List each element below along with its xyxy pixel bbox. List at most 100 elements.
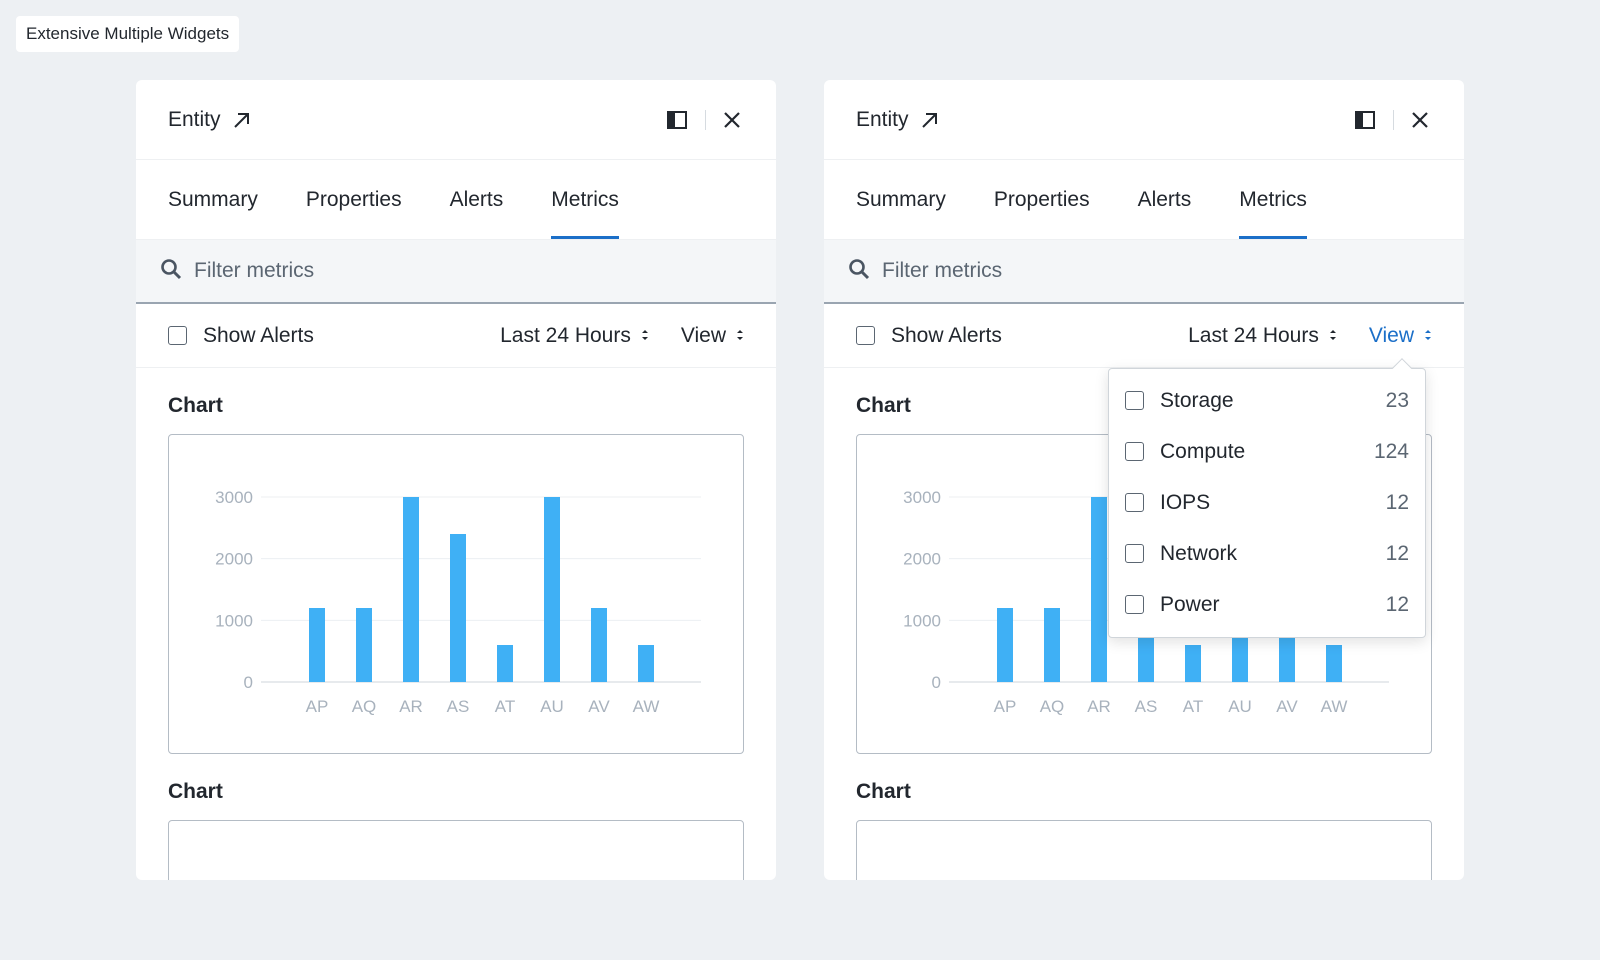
y-tick-label: 0 xyxy=(244,673,253,692)
dropdown-item-label: Compute xyxy=(1160,439,1246,463)
panel-header: Entity xyxy=(136,80,776,160)
dropdown-item-checkbox[interactable] xyxy=(1125,391,1144,410)
dropdown-item-checkbox[interactable] xyxy=(1125,595,1144,614)
arrow-up-right-icon[interactable] xyxy=(919,109,941,131)
entity-panel-left: Entity Summary Properties Alerts Metrics… xyxy=(136,80,776,880)
tab-alerts[interactable]: Alerts xyxy=(1137,187,1192,211)
bar-chart: 0 1000 2000 3000 AP AQ AR AS AT AU AV AW xyxy=(215,488,701,716)
x-tick-label: AT xyxy=(1183,697,1203,716)
chart-bar-ar[interactable] xyxy=(1091,497,1107,682)
chart-bar-ap[interactable] xyxy=(997,608,1013,682)
dropdown-item-count: 12 xyxy=(1385,541,1409,565)
chart-bar-aq[interactable] xyxy=(356,608,372,682)
show-alerts-checkbox[interactable] xyxy=(168,326,187,345)
sort-caret-icon xyxy=(736,324,744,348)
x-tick-label: AP xyxy=(994,697,1017,716)
chart-section-title: Chart xyxy=(856,394,911,417)
dropdown-item-storage[interactable]: Storage 23 xyxy=(1109,375,1425,426)
tab-summary[interactable]: Summary xyxy=(168,187,258,211)
tab-alerts[interactable]: Alerts xyxy=(449,187,504,211)
view-select[interactable]: View xyxy=(1369,324,1432,348)
arrow-up-right-icon[interactable] xyxy=(231,109,253,131)
filter-metrics-input[interactable] xyxy=(194,259,694,283)
x-tick-label: AV xyxy=(1276,697,1298,716)
filter-metrics-input[interactable] xyxy=(882,259,1382,283)
y-tick-label: 2000 xyxy=(215,550,253,569)
chart-container xyxy=(856,820,1432,880)
tab-metrics[interactable]: Metrics xyxy=(1239,160,1307,239)
show-alerts-toggle[interactable]: Show Alerts xyxy=(856,324,1002,348)
sort-caret-icon xyxy=(1424,324,1432,348)
close-icon[interactable] xyxy=(720,108,744,132)
view-dropdown-menu: Storage 23 Compute 124 IOPS 12 Network 1… xyxy=(1108,358,1426,638)
tab-summary[interactable]: Summary xyxy=(856,187,946,211)
panel-header: Entity xyxy=(824,80,1464,160)
show-alerts-label: Show Alerts xyxy=(203,323,314,347)
page-tag: Extensive Multiple Widgets xyxy=(16,16,240,52)
x-tick-label: AS xyxy=(1135,697,1158,716)
x-tick-label: AR xyxy=(1087,697,1111,716)
tab-properties[interactable]: Properties xyxy=(993,187,1090,211)
sidebar-toggle-icon[interactable] xyxy=(665,108,689,132)
chart-container: 0 1000 2000 3000 AP AQ AR AS AT AU AV AW xyxy=(168,434,744,754)
sort-caret-icon xyxy=(1329,324,1337,348)
time-range-select[interactable]: Last 24 Hours xyxy=(1188,324,1337,348)
dropdown-item-checkbox[interactable] xyxy=(1125,442,1144,461)
show-alerts-label: Show Alerts xyxy=(891,323,1002,347)
chart-bar-ar[interactable] xyxy=(403,497,419,682)
close-icon[interactable] xyxy=(1408,108,1432,132)
options-bar: Show Alerts Last 24 Hours View xyxy=(824,304,1464,368)
y-tick-label: 3000 xyxy=(903,488,941,507)
tab-bar: Summary Properties Alerts Metrics xyxy=(824,160,1464,240)
dropdown-item-count: 12 xyxy=(1385,592,1409,616)
header-divider xyxy=(1393,109,1394,130)
dropdown-item-label: IOPS xyxy=(1160,490,1211,514)
chart-bar-aq[interactable] xyxy=(1044,608,1060,682)
y-tick-label: 1000 xyxy=(215,611,253,630)
chart-bar-at[interactable] xyxy=(1185,645,1201,682)
chart-bar-at[interactable] xyxy=(497,645,513,682)
tab-bar: Summary Properties Alerts Metrics xyxy=(136,160,776,240)
dropdown-item-network[interactable]: Network 12 xyxy=(1109,528,1425,579)
dropdown-item-checkbox[interactable] xyxy=(1125,544,1144,563)
entity-title: Entity xyxy=(856,107,909,131)
view-select[interactable]: View xyxy=(681,324,744,348)
time-range-select[interactable]: Last 24 Hours xyxy=(500,324,649,348)
chart-bar-au[interactable] xyxy=(544,497,560,682)
show-alerts-toggle[interactable]: Show Alerts xyxy=(168,324,314,348)
tab-properties[interactable]: Properties xyxy=(305,187,402,211)
chart-bar-av[interactable] xyxy=(591,608,607,682)
y-tick-label: 3000 xyxy=(215,488,253,507)
x-tick-label: AQ xyxy=(352,697,377,716)
sidebar-toggle-icon[interactable] xyxy=(1353,108,1377,132)
x-tick-label: AW xyxy=(633,697,660,716)
dropdown-item-count: 12 xyxy=(1385,490,1409,514)
x-tick-label: AU xyxy=(540,697,564,716)
time-range-value: Last 24 Hours xyxy=(1188,323,1319,347)
chart-bar-aw[interactable] xyxy=(1326,645,1342,682)
chart-bar-as[interactable] xyxy=(450,534,466,682)
dropdown-item-compute[interactable]: Compute 124 xyxy=(1109,426,1425,477)
dropdown-item-count: 124 xyxy=(1373,439,1409,463)
view-select-label: View xyxy=(1368,323,1414,347)
tab-metrics[interactable]: Metrics xyxy=(551,160,619,239)
x-tick-label: AT xyxy=(495,697,515,716)
entity-title: Entity xyxy=(168,107,221,131)
filter-bar xyxy=(824,240,1464,304)
dropdown-item-iops[interactable]: IOPS 12 xyxy=(1109,477,1425,528)
show-alerts-checkbox[interactable] xyxy=(856,326,875,345)
x-tick-label: AS xyxy=(447,697,470,716)
dropdown-item-power[interactable]: Power 12 xyxy=(1109,579,1425,630)
chart-bar-ap[interactable] xyxy=(309,608,325,682)
y-tick-label: 2000 xyxy=(903,550,941,569)
options-bar: Show Alerts Last 24 Hours View xyxy=(136,304,776,368)
y-tick-label: 0 xyxy=(932,673,941,692)
sort-caret-icon xyxy=(641,324,649,348)
x-tick-label: AV xyxy=(588,697,610,716)
x-tick-label: AP xyxy=(306,697,329,716)
dropdown-item-checkbox[interactable] xyxy=(1125,493,1144,512)
x-tick-label: AQ xyxy=(1040,697,1065,716)
chart-bar-aw[interactable] xyxy=(638,645,654,682)
x-tick-label: AW xyxy=(1321,697,1348,716)
dropdown-item-label: Network xyxy=(1160,541,1238,565)
